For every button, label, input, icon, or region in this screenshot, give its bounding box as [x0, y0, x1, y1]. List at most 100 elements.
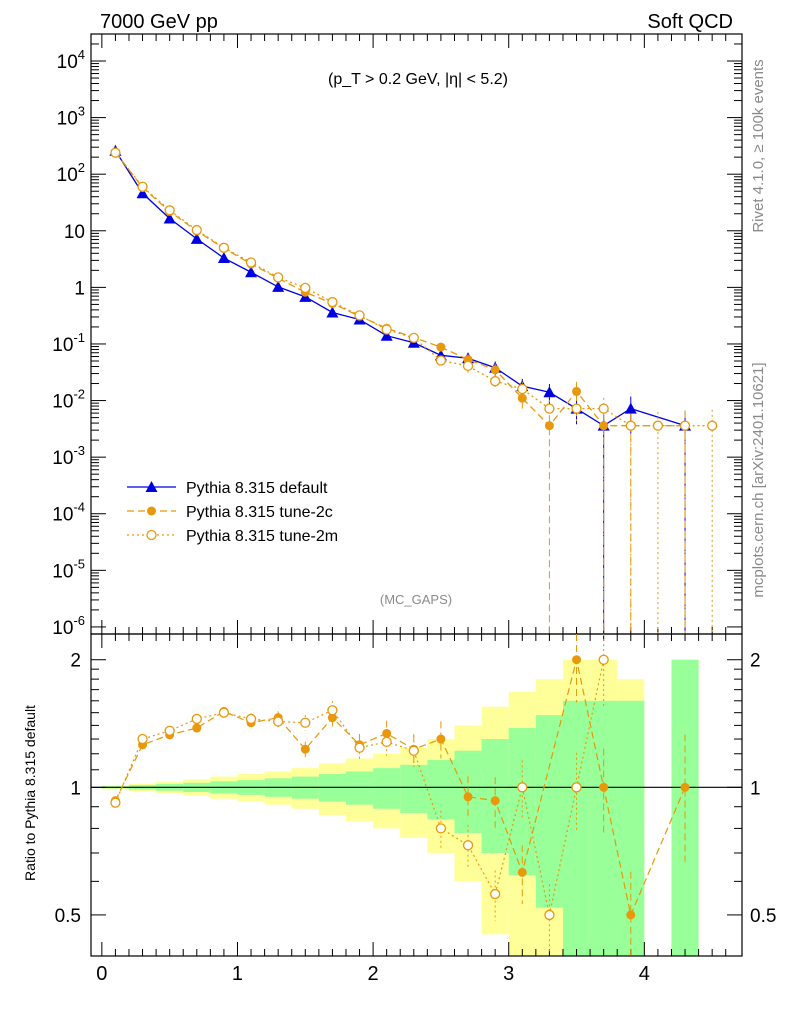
ratio-y-tick-label: 0.5 [55, 906, 81, 927]
ratio-point [626, 910, 636, 920]
x-tick-label: 1 [232, 963, 243, 985]
data-point [707, 420, 718, 431]
ratio-point [382, 728, 392, 738]
y-tick-label: 103 [57, 104, 85, 130]
header-right-title: Soft QCD [647, 11, 733, 33]
legend-label: Pythia 8.315 default [186, 480, 328, 497]
data-point [408, 332, 419, 344]
data-point [624, 402, 637, 414]
ratio-point [572, 655, 582, 665]
data-point [164, 205, 175, 216]
ratio-point [191, 713, 202, 725]
data-point [679, 420, 691, 431]
ratio-point [245, 713, 257, 725]
y-tick-label: 10-2 [52, 387, 85, 413]
y-tick-label: 10-4 [52, 500, 85, 526]
data-point [245, 257, 257, 268]
legend-marker [147, 506, 156, 516]
y-tick-label: 10-1 [52, 330, 85, 356]
data-point [572, 386, 582, 396]
data-point [436, 342, 446, 352]
legend: Pythia 8.315 default Pythia 8.315 tune-2c… [127, 480, 338, 545]
ratio-point [354, 742, 365, 753]
analysis-tag: (MC_GAPS) [380, 592, 452, 607]
ratio-point [327, 705, 338, 716]
x-tick-label: 3 [503, 963, 514, 985]
uncertainty-bands [101, 659, 699, 956]
legend-label: Pythia 8.315 tune-2m [186, 528, 338, 545]
ratio-point [218, 707, 230, 718]
data-point [273, 272, 284, 283]
data-point [599, 421, 609, 431]
y-tick-label: 1 [74, 278, 85, 299]
ratio-y-tick-label-right: 2 [750, 651, 761, 672]
data-point [300, 282, 311, 294]
ratio-point [110, 797, 121, 808]
series-line [114, 152, 713, 427]
ratio-point [571, 782, 582, 793]
data-point [435, 355, 447, 366]
main-panel: 10-6 10-5 10-4 10-3 10-2 10-1 1 10 102 103 104 Pyth… [52, 33, 743, 639]
data-point [327, 296, 338, 308]
ratio-point [436, 734, 446, 744]
ratio-point [490, 796, 500, 806]
ratio-y-tick-label-right: 0.5 [750, 906, 776, 927]
data-point [218, 242, 230, 253]
data-point [462, 360, 474, 372]
x-tick-label: 2 [368, 963, 379, 985]
series-line [114, 151, 686, 427]
x-tick-label: 0 [96, 963, 107, 985]
data-point [544, 403, 555, 414]
mcplots-reference-label: mcplots.cern.ch [arXiv:2401.10621] [750, 362, 767, 597]
ratio-point [300, 744, 310, 754]
ratio-y-tick-label: 1 [70, 778, 81, 799]
data-point [272, 280, 285, 292]
ratio-y-tick-label: 2 [70, 651, 81, 672]
legend-marker [145, 481, 158, 492]
data-point [326, 306, 339, 318]
data-point [190, 232, 203, 244]
ratio-point [463, 792, 473, 802]
ratio-y-axis-label: Ratio to Pythia 8.315 default [22, 705, 38, 881]
series-1 [110, 147, 690, 634]
y-tick-label: 10-6 [52, 613, 85, 639]
ratio-point [517, 782, 528, 793]
data-point [191, 224, 202, 236]
data-point [490, 365, 500, 375]
rivet-version-label: Rivet 4.1.0, ≥ 100k events [750, 59, 767, 232]
ratio-frame [90, 633, 743, 957]
data-point [598, 403, 609, 414]
ratio-point [490, 888, 501, 900]
ratio-point [598, 654, 609, 665]
data-point [652, 420, 664, 431]
data-point [110, 147, 121, 158]
legend-label: Pythia 8.315 tune-2c [186, 504, 333, 521]
ratio-point [164, 725, 175, 736]
ratio-point [544, 909, 555, 921]
ratio-point [273, 716, 284, 727]
x-tick-label: 4 [639, 963, 650, 985]
ratio-tune2m [110, 634, 609, 952]
data-point [381, 324, 392, 335]
band-green [373, 768, 401, 809]
legend-marker [146, 529, 157, 541]
ratio-point [435, 823, 447, 834]
data-point [163, 212, 176, 224]
y-tick-label: 104 [57, 47, 85, 73]
series-group [109, 144, 718, 634]
ratio-point [599, 782, 609, 792]
series-2 [110, 147, 718, 634]
header-left-title: 7000 GeV pp [100, 11, 218, 33]
band-green [481, 739, 509, 853]
y-tick-label: 10-5 [52, 556, 85, 582]
band-green [535, 715, 563, 908]
ratio-point [680, 782, 690, 792]
ratio-y-tick-label-right: 1 [750, 778, 761, 799]
data-point [136, 187, 149, 199]
series-line [114, 150, 686, 427]
data-point [217, 252, 230, 264]
data-point [571, 403, 582, 414]
data-point [137, 181, 148, 192]
data-point [517, 383, 528, 395]
